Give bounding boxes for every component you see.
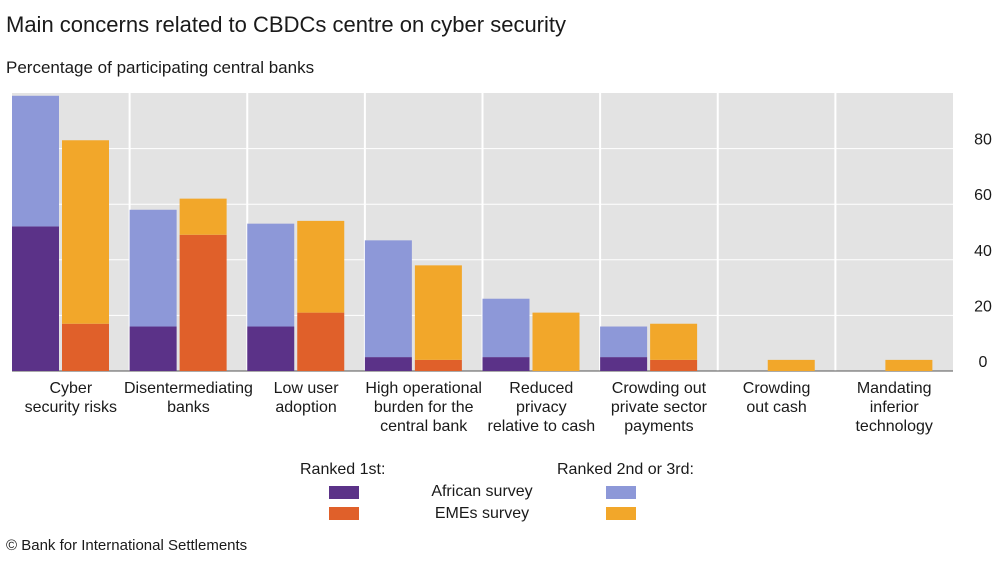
- bar-african-ranked-first: [247, 326, 295, 371]
- chart-subtitle: Percentage of participating central bank…: [6, 58, 315, 77]
- category-label: Cyber security risks: [25, 380, 117, 416]
- bar-african-ranked-first: [482, 357, 530, 371]
- bar-emes-ranked-first: [297, 312, 345, 371]
- category-label: Crowding out cash: [743, 380, 811, 416]
- y-tick-label: 20: [974, 298, 992, 315]
- category-label: Reduced privacy relative to cash: [488, 380, 596, 435]
- category-label: Mandating inferior technology: [855, 380, 932, 435]
- bar-emes-ranked-other: [179, 198, 227, 235]
- bar-emes-ranked-other: [62, 140, 109, 324]
- legend-swatch-african-first: [329, 486, 359, 499]
- bar-emes-ranked-other: [414, 265, 462, 360]
- category-label: High operational burden for the central ba…: [365, 380, 482, 435]
- legend-african-label: African survey: [431, 483, 533, 500]
- bar-african-ranked-other: [247, 223, 295, 327]
- y-tick-label: 80: [974, 132, 992, 149]
- bar-african-ranked-other: [364, 240, 412, 358]
- legend-swatch-emes-first: [329, 507, 359, 520]
- legend-swatch-emes-other: [606, 507, 636, 520]
- bar-chart: 0 20 40 60 80 Cyber security risksDisentermedi…: [12, 93, 992, 435]
- bar-african-ranked-other: [12, 95, 59, 227]
- bar-african-ranked-first: [129, 326, 177, 371]
- category-label: Low user adoption: [274, 380, 340, 416]
- category-label: Disentermediating banks: [124, 380, 253, 416]
- bar-emes-ranked-first: [414, 359, 462, 371]
- bar-african-ranked-other: [482, 298, 530, 358]
- bar-emes-ranked-other: [650, 323, 698, 360]
- bar-emes-ranked-first: [179, 234, 227, 371]
- bar-african-ranked-other: [129, 209, 177, 327]
- bar-emes-ranked-other: [767, 359, 815, 371]
- y-tick-label: 0: [979, 354, 988, 371]
- y-tick-label: 60: [974, 187, 992, 204]
- bar-african-ranked-first: [364, 357, 412, 371]
- source-note: © Bank for International Settlements: [6, 537, 248, 554]
- legend-swatch-african-other: [606, 486, 636, 499]
- category-label: Crowding out private sector payments: [611, 380, 708, 435]
- chart-title: Main concerns related to CBDCs centre on…: [6, 12, 567, 37]
- bar-african-ranked-other: [600, 326, 648, 358]
- legend-emes-label: EMEs survey: [434, 505, 530, 522]
- legend-ranked-other-heading: Ranked 2nd or 3rd:: [557, 461, 694, 478]
- bar-african-ranked-first: [12, 226, 59, 371]
- bar-emes-ranked-other: [532, 312, 580, 371]
- y-tick-label: 40: [974, 243, 992, 260]
- bar-emes-ranked-first: [650, 359, 698, 371]
- legend-ranked-first-heading: Ranked 1st:: [300, 461, 386, 478]
- bar-emes-ranked-other: [297, 220, 345, 313]
- bar-emes-ranked-other: [885, 359, 933, 371]
- bar-african-ranked-first: [600, 357, 648, 371]
- bar-emes-ranked-first: [62, 323, 109, 371]
